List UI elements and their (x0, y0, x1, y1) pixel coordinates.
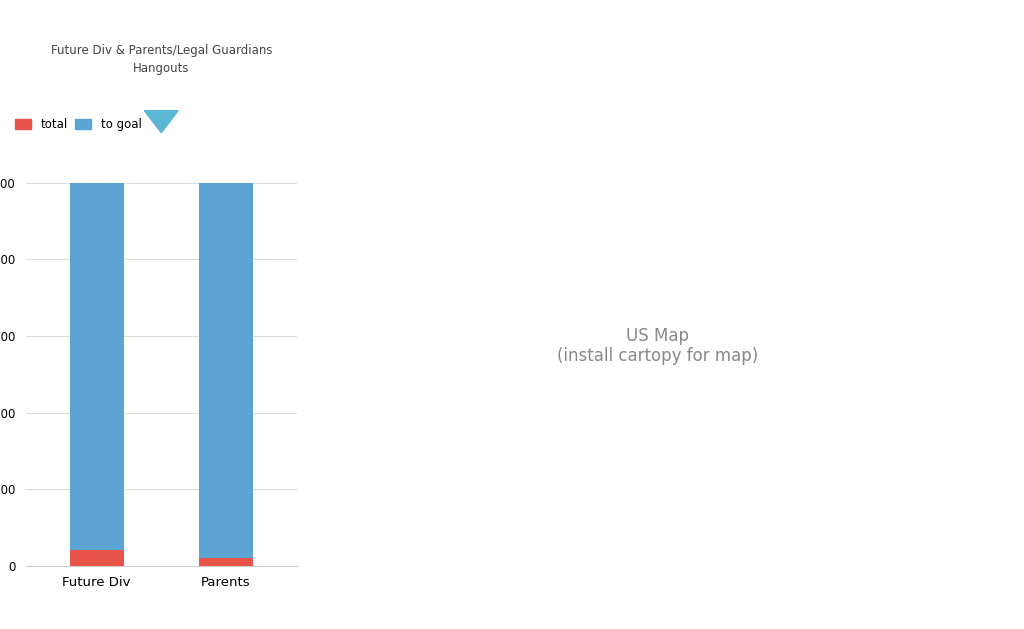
Bar (199, 559, 253, 566)
Text: US Map
(install cartopy for map): US Map (install cartopy for map) (557, 326, 759, 365)
Legend: total, to goal: total, to goal (10, 113, 146, 135)
Text: Future Division and Parents Group Hangouts: Future Division and Parents Group Hangou… (36, 40, 713, 69)
Text: Future Div & Parents/Legal Guardians
Hangouts: Future Div & Parents/Legal Guardians Han… (50, 44, 272, 75)
Bar (199, 182, 253, 559)
Bar (70, 550, 124, 566)
Bar (70, 182, 124, 550)
Polygon shape (144, 111, 178, 133)
